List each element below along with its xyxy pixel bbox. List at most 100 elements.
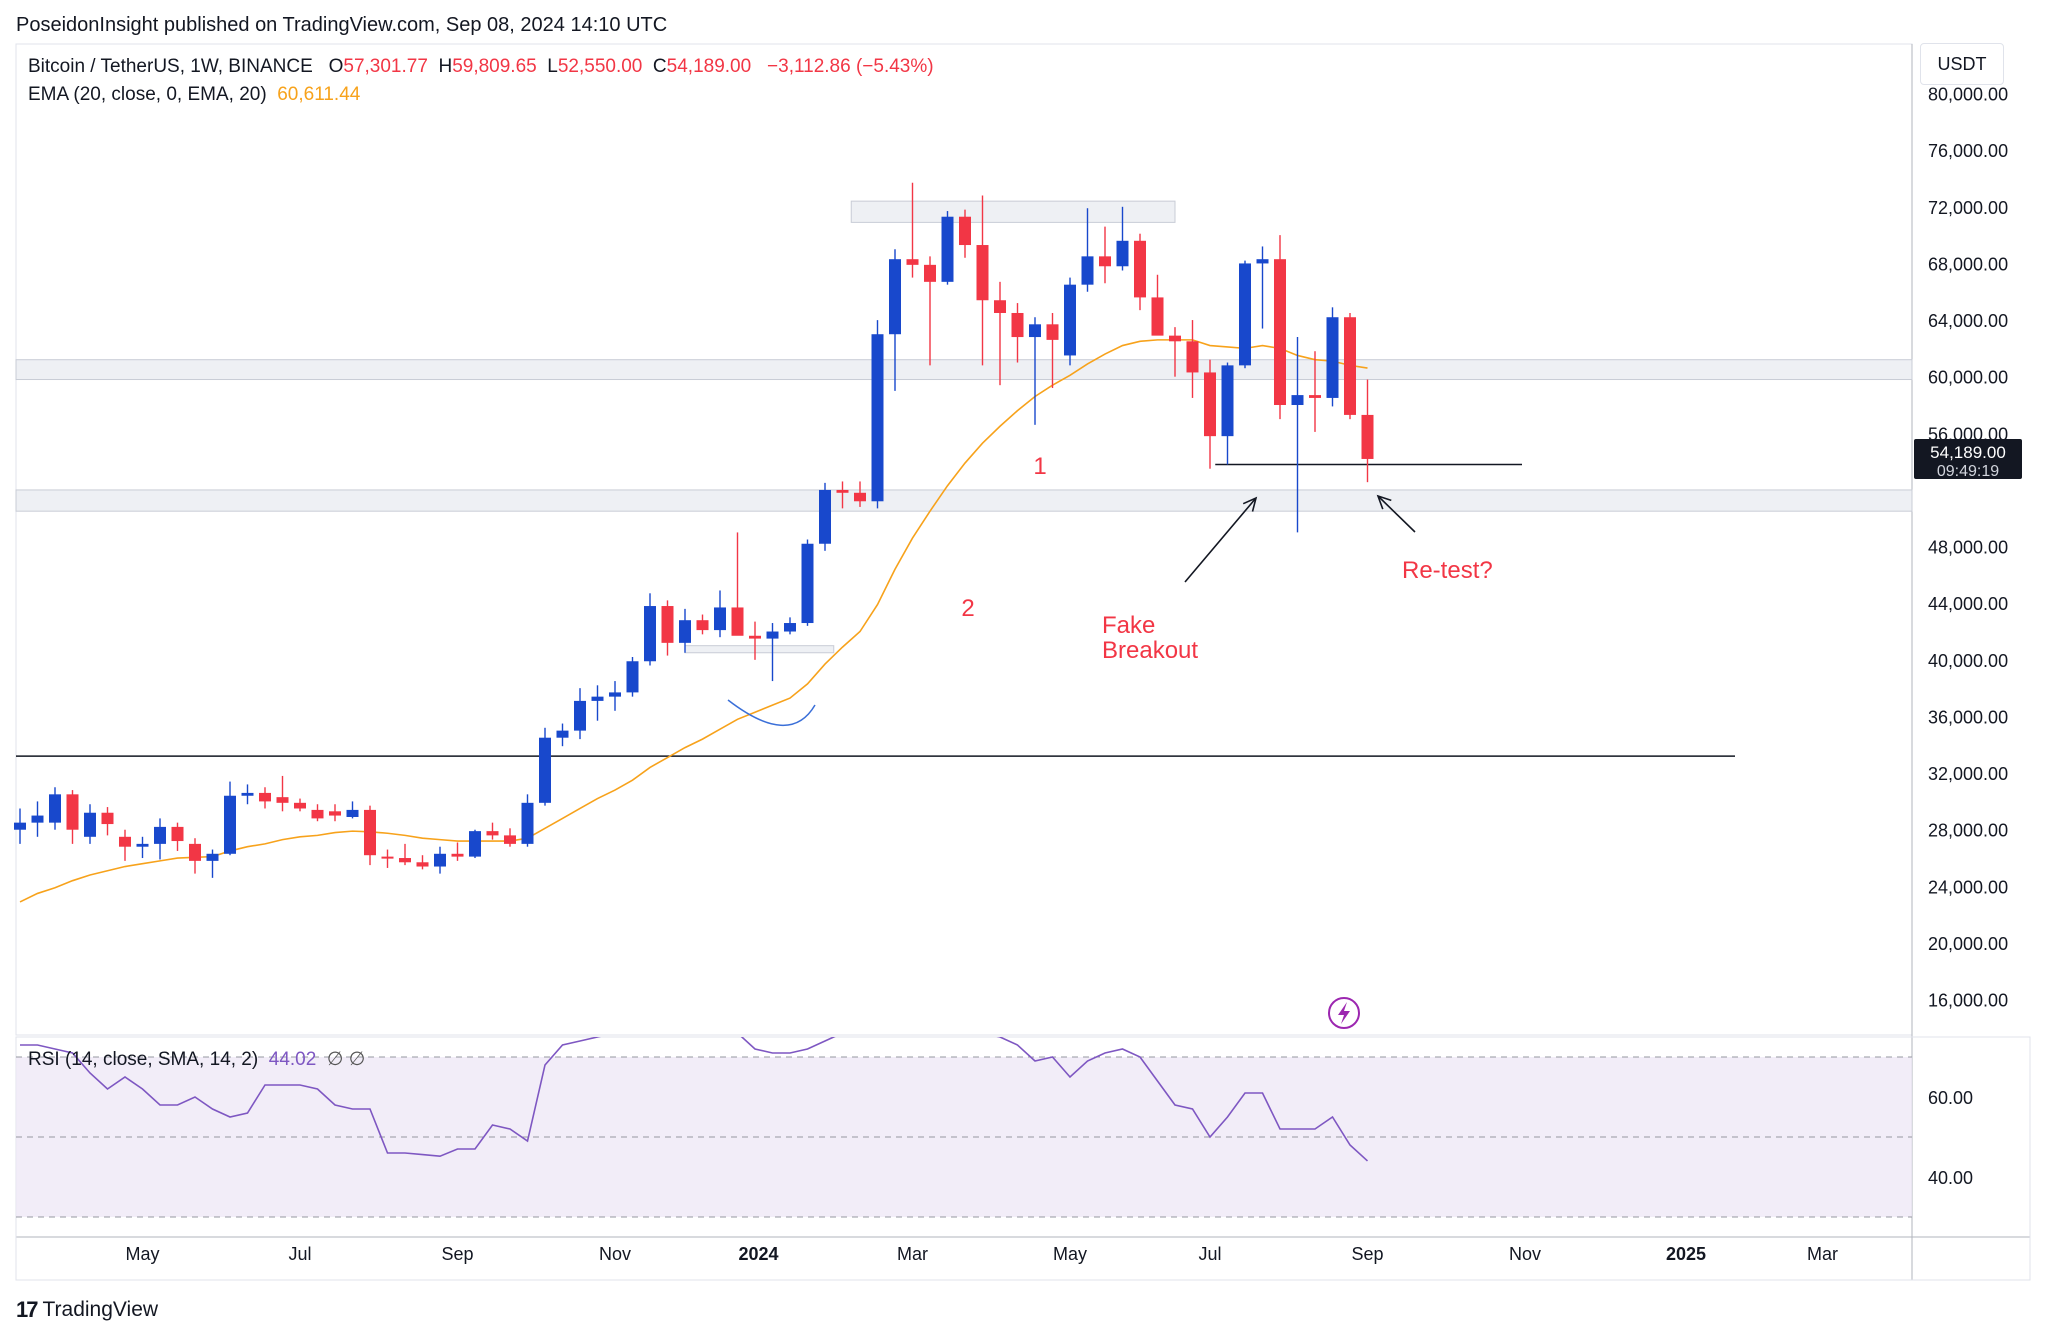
- y-tick-label: 44,000.00: [1928, 594, 2008, 614]
- fake-breakout-label-2: Breakout: [1102, 637, 1198, 664]
- candle-body: [906, 259, 919, 265]
- candle-body: [84, 812, 96, 837]
- candle-body: [1274, 259, 1286, 406]
- y-tick-label: 32,000.00: [1928, 764, 2008, 784]
- y-tick-label: 20,000.00: [1928, 934, 2008, 954]
- candle-body: [346, 809, 359, 817]
- candle-body: [749, 635, 761, 639]
- ema-label: EMA (20, close, 0, EMA, 20): [28, 84, 267, 105]
- rounding-bottom-curve: [727, 699, 816, 727]
- candle-body: [766, 631, 779, 639]
- candle-body: [1081, 256, 1094, 285]
- currency-button[interactable]: USDT: [1920, 43, 2004, 85]
- candle-body: [364, 809, 376, 856]
- candle-body: [329, 811, 341, 816]
- x-tick-label: Nov: [599, 1244, 631, 1264]
- candle-body: [1204, 372, 1216, 437]
- candle-body: [416, 862, 429, 867]
- resistance-band: [15, 359, 1913, 381]
- candle-body: [469, 831, 481, 857]
- candle-body: [241, 792, 254, 796]
- candle-body: [1256, 259, 1269, 264]
- ema-legend: EMA (20, close, 0, EMA, 20) 60,611.44: [28, 84, 360, 106]
- y-tick-label: 72,000.00: [1928, 198, 2008, 218]
- change-value: −3,112.86 (−5.43%): [767, 56, 934, 77]
- candle-body: [14, 822, 26, 830]
- candle-body: [1134, 240, 1146, 298]
- candle-body: [434, 853, 446, 867]
- candle-body: [486, 831, 499, 836]
- annotation-2: 2: [961, 595, 974, 622]
- candle-body: [49, 794, 61, 823]
- candle-body: [136, 843, 149, 847]
- candle-body: [976, 245, 989, 301]
- y-tick-label: 76,000.00: [1928, 141, 2008, 161]
- annotation-1: 1: [1033, 453, 1046, 480]
- x-tick-label: 2024: [738, 1244, 778, 1264]
- candle-body: [224, 795, 236, 854]
- candle-body: [521, 802, 534, 844]
- candle-body: [119, 836, 131, 847]
- candle-body: [714, 607, 726, 631]
- candle-body: [101, 812, 114, 825]
- candle-body: [819, 489, 831, 544]
- tradingview-brand[interactable]: 17 TradingView: [16, 1297, 158, 1323]
- price-pane-frame: [15, 43, 1913, 1036]
- candle-body: [1046, 324, 1059, 340]
- brand-name: TradingView: [42, 1298, 159, 1321]
- candle-body: [1239, 263, 1251, 366]
- x-tick-label: Jul: [288, 1244, 311, 1264]
- x-tick-label: May: [125, 1244, 159, 1264]
- candle-body: [31, 815, 44, 823]
- candle-body: [206, 853, 219, 861]
- price-badge: [1914, 438, 2022, 479]
- candle-body: [311, 809, 324, 819]
- x-tick-label: 2025: [1666, 1244, 1706, 1264]
- retest-arrow: [1377, 495, 1416, 533]
- candle-body: [889, 259, 901, 335]
- y-tick-label: 28,000.00: [1928, 821, 2008, 841]
- candle-body: [399, 858, 411, 863]
- candle-body: [1099, 256, 1111, 267]
- close-value: 54,189.00: [666, 56, 752, 77]
- symbol-label: Bitcoin / TetherUS, 1W, BINANCE: [28, 56, 313, 77]
- candle-body: [626, 661, 639, 693]
- retest-arrow-head: [1376, 494, 1392, 510]
- candle-body: [959, 216, 971, 246]
- ema-line: [19, 339, 1368, 903]
- candle-body: [154, 826, 166, 844]
- x-tick-label: Sep: [1351, 1244, 1383, 1264]
- y-tick-label: 64,000.00: [1928, 311, 2008, 331]
- candle-body: [836, 489, 849, 493]
- candle-body: [1151, 297, 1164, 336]
- rsi-legend: RSI (14, close, SMA, 14, 2) 44.02 ∅ ∅: [28, 1048, 365, 1071]
- candle-body: [871, 334, 884, 502]
- y-tick-label: 40,000.00: [1928, 651, 2008, 671]
- candle-body: [661, 606, 674, 643]
- candle-body: [1326, 317, 1339, 398]
- tradingview-logo-icon: 17: [16, 1297, 39, 1322]
- price-badge-countdown: 09:49:19: [1937, 463, 1999, 480]
- candle-body: [1291, 395, 1304, 406]
- y-tick-label: 80,000.00: [1928, 85, 2008, 105]
- candle-body: [381, 856, 394, 859]
- y-tick-label: 68,000.00: [1928, 254, 2008, 274]
- price-legend: Bitcoin / TetherUS, 1W, BINANCE O57,301.…: [28, 56, 934, 77]
- rsi-tick-label: 40.00: [1928, 1168, 1973, 1188]
- candle-body: [924, 264, 936, 282]
- candle-body: [1186, 341, 1199, 373]
- rsi-line: [20, 1037, 1369, 1162]
- upper-resistance-zone: [850, 200, 1176, 223]
- x-tick-label: Mar: [1807, 1244, 1838, 1264]
- y-tick-label: 24,000.00: [1928, 877, 2008, 897]
- candle-body: [1221, 365, 1234, 437]
- candle-body: [679, 620, 691, 643]
- candle-body: [941, 216, 954, 282]
- fake-breakout-label: Fake: [1102, 612, 1155, 639]
- candle-body: [276, 797, 289, 803]
- y-tick-label: 48,000.00: [1928, 538, 2008, 558]
- publish-header: PoseidonInsight published on TradingView…: [16, 14, 668, 36]
- ema-value: 60,611.44: [277, 84, 361, 105]
- candle-body: [1116, 240, 1129, 267]
